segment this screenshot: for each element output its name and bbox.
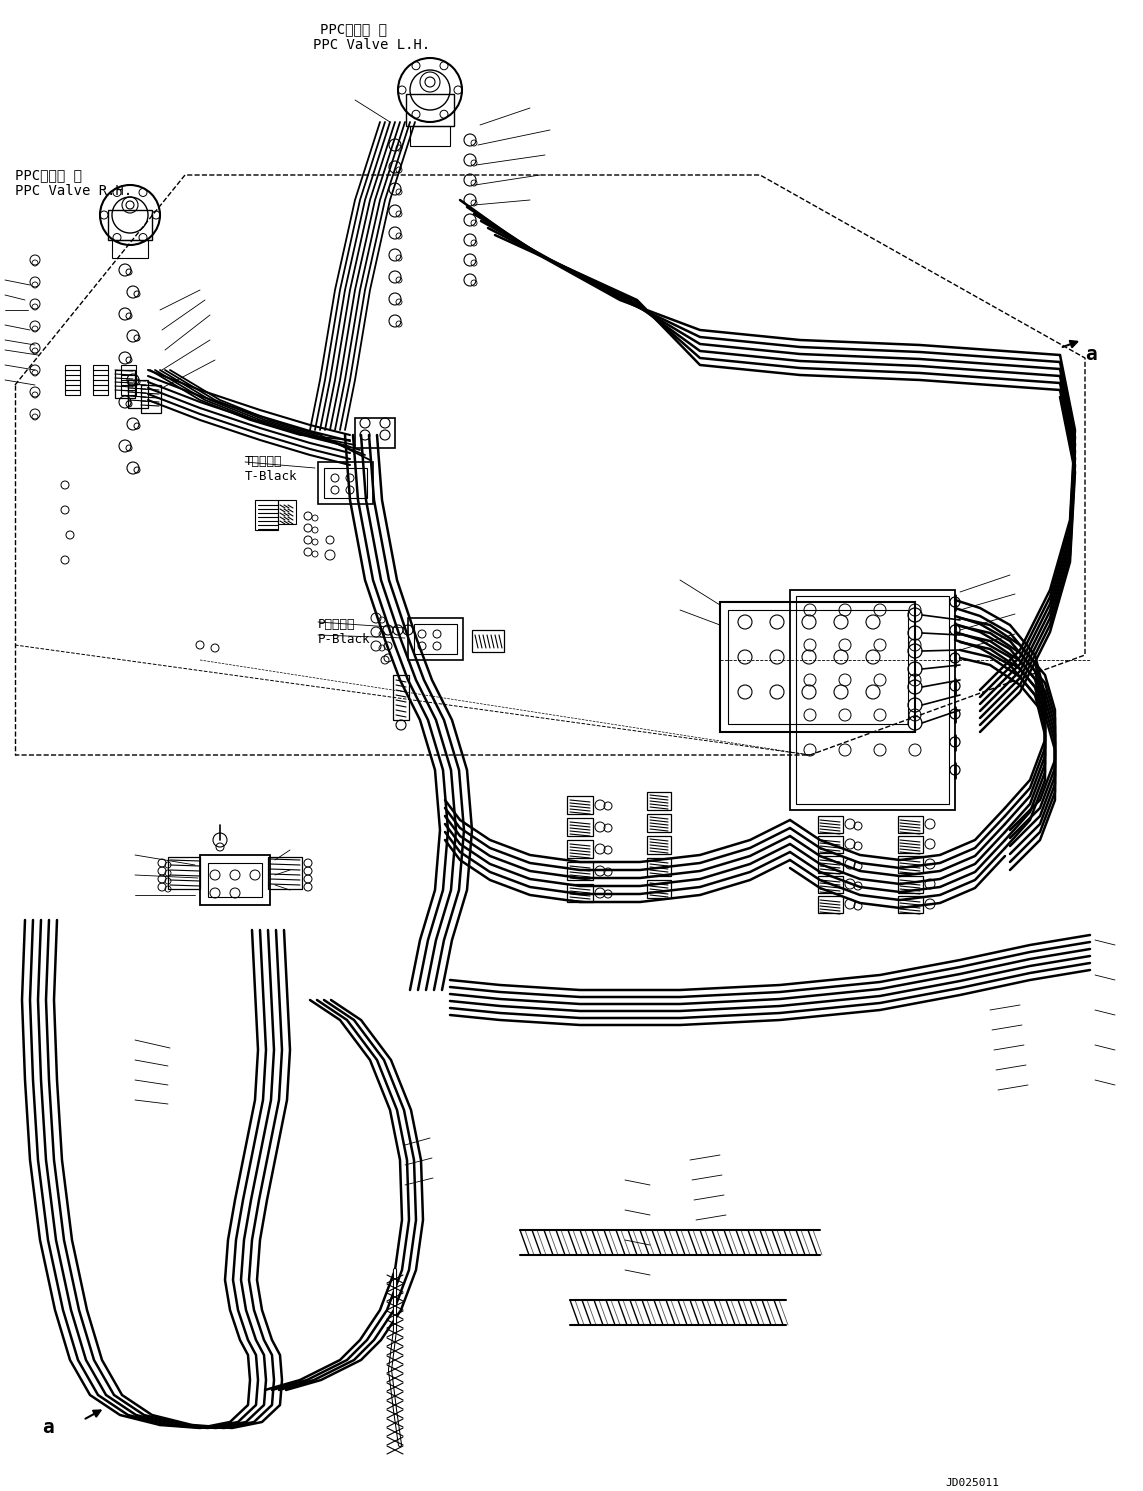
Bar: [818, 877, 844, 893]
Bar: [898, 896, 924, 912]
Bar: [121, 365, 136, 395]
Bar: [898, 877, 924, 893]
Bar: [406, 94, 454, 127]
Bar: [647, 857, 671, 877]
Bar: [647, 836, 671, 854]
Text: Pブロック: Pブロック: [318, 617, 355, 631]
Text: a: a: [1085, 344, 1097, 364]
Bar: [107, 210, 152, 240]
Bar: [898, 816, 924, 833]
Bar: [168, 857, 200, 889]
Bar: [898, 836, 924, 853]
Bar: [141, 385, 161, 413]
Bar: [408, 617, 463, 661]
Text: P-Black: P-Black: [318, 634, 370, 646]
Bar: [796, 596, 949, 804]
Text: PPCバルブ 右: PPCバルブ 右: [15, 168, 82, 182]
Bar: [567, 839, 593, 857]
Bar: [112, 240, 147, 258]
Bar: [898, 856, 924, 874]
Bar: [93, 365, 107, 395]
Bar: [818, 896, 844, 912]
Bar: [410, 127, 450, 146]
Text: Tブロック: Tブロック: [245, 455, 282, 468]
Bar: [647, 792, 671, 810]
Bar: [567, 884, 593, 902]
Bar: [255, 499, 278, 529]
Text: PPC Valve R.H.: PPC Valve R.H.: [15, 183, 133, 198]
Text: PPC Valve L.H.: PPC Valve L.H.: [313, 37, 430, 52]
Bar: [414, 625, 457, 655]
Bar: [267, 857, 302, 889]
Bar: [115, 370, 135, 398]
Bar: [278, 499, 296, 523]
Bar: [728, 610, 908, 725]
Text: JD025011: JD025011: [945, 1478, 999, 1488]
Bar: [567, 819, 593, 836]
Text: T-Black: T-Black: [245, 470, 297, 483]
Bar: [647, 880, 671, 898]
Bar: [790, 590, 956, 810]
Bar: [318, 462, 373, 504]
Bar: [65, 365, 80, 395]
Bar: [818, 816, 844, 833]
Bar: [818, 836, 844, 853]
Bar: [567, 796, 593, 814]
Bar: [323, 468, 367, 498]
Bar: [128, 380, 147, 409]
Bar: [393, 675, 409, 720]
Bar: [818, 856, 844, 874]
Bar: [355, 417, 395, 447]
Text: a: a: [42, 1418, 54, 1437]
Bar: [208, 863, 262, 898]
Bar: [567, 862, 593, 880]
Text: PPCバルブ 左: PPCバルブ 左: [320, 22, 387, 36]
Bar: [200, 854, 270, 905]
Bar: [720, 602, 916, 732]
Bar: [472, 631, 504, 652]
Bar: [647, 814, 671, 832]
